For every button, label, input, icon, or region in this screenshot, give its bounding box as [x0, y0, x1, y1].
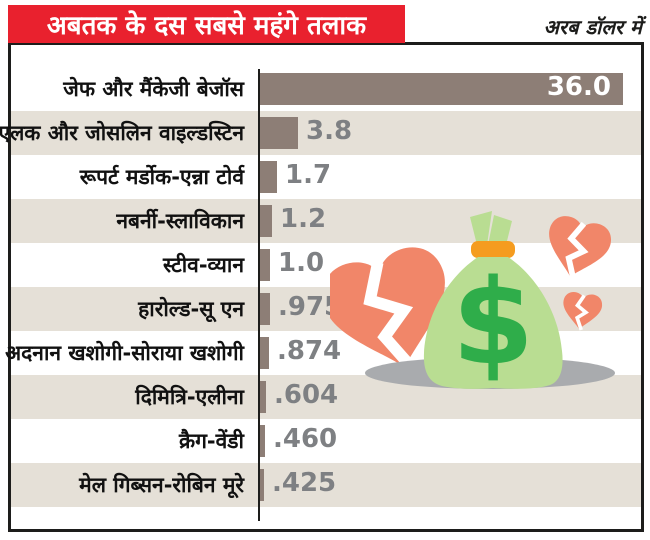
- bar: [260, 249, 270, 281]
- bar: [260, 337, 269, 369]
- page-title: अबतक के दस सबसे महंगे तलाक: [8, 5, 405, 43]
- bar-value: 1.7: [285, 160, 332, 190]
- bar-value: 1.2: [280, 204, 327, 234]
- row-label: जेफ और मैंकेजी बेजॉस: [63, 77, 244, 101]
- broken-heart-icon: [539, 213, 614, 286]
- bar: [260, 381, 266, 413]
- decoration-art: $: [330, 205, 630, 400]
- bar: [260, 117, 298, 149]
- bar-value: 3.8: [306, 116, 353, 146]
- unit-label: अरब डॉलर में: [543, 15, 642, 39]
- chart-row: मेल गिब्सन-रोबिन मूरे .425: [11, 463, 641, 507]
- chart-row: रूपर्ट मर्डोक-एन्ना टोर्व 1.7: [11, 155, 641, 199]
- chart-row: क्रैग-वेंडी .460: [11, 419, 641, 463]
- row-label: नबर्नी-स्लाविकान: [116, 209, 244, 233]
- chart-frame: जेफ और मैंकेजी बेजॉस 36.0 एलक और जोसलिन वा…: [0, 42, 644, 532]
- bar-value: .604: [274, 380, 339, 410]
- row-label: रूपर्ट मर्डोक-एन्ना टोर्व: [79, 165, 244, 189]
- dollar-sign-icon: $: [452, 253, 534, 391]
- chart-row: नबर्नी-स्लाविकान 1.2: [11, 199, 641, 243]
- row-label: हारोल्ड-सू एन: [138, 297, 244, 321]
- bar-value: .460: [273, 424, 338, 454]
- bar-value: 1.0: [278, 248, 325, 278]
- bar: [260, 205, 272, 237]
- chart-row: जेफ और मैंकेजी बेजॉस 36.0: [11, 67, 641, 111]
- chart-row: स्टीव-व्यान 1.0: [11, 243, 641, 287]
- page-title-text: अबतक के दस सबसे महंगे तलाक: [46, 11, 367, 41]
- row-label: स्टीव-व्यान: [162, 253, 244, 277]
- row-label: मेल गिब्सन-रोबिन मूरे: [79, 473, 244, 497]
- bar: [260, 161, 277, 193]
- bar-value: 36.0: [546, 72, 611, 102]
- bar: [260, 425, 265, 457]
- bar-value: .425: [272, 468, 337, 498]
- bar: [260, 73, 623, 105]
- chart-row: एलक और जोसलिन वाइल्डस्टिन 3.8: [0, 111, 641, 155]
- bag-band: [471, 241, 515, 258]
- bar: [260, 293, 270, 325]
- bar-chart: जेफ और मैंकेजी बेजॉस 36.0 एलक और जोसलिन वा…: [0, 67, 641, 507]
- money-bag-icon: $: [423, 211, 563, 391]
- broken-heart-icon: [558, 288, 606, 335]
- row-label: अदनान खशोगी-सोराया खशोगी: [5, 341, 244, 365]
- axis-line: [258, 69, 260, 521]
- bar-value: .874: [277, 336, 342, 366]
- row-label: एलक और जोसलिन वाइल्डस्टिन: [0, 121, 244, 145]
- row-label: क्रैग-वेंडी: [178, 429, 244, 453]
- bar: [260, 469, 264, 501]
- row-label: दिमित्रि-एलीना: [135, 385, 244, 409]
